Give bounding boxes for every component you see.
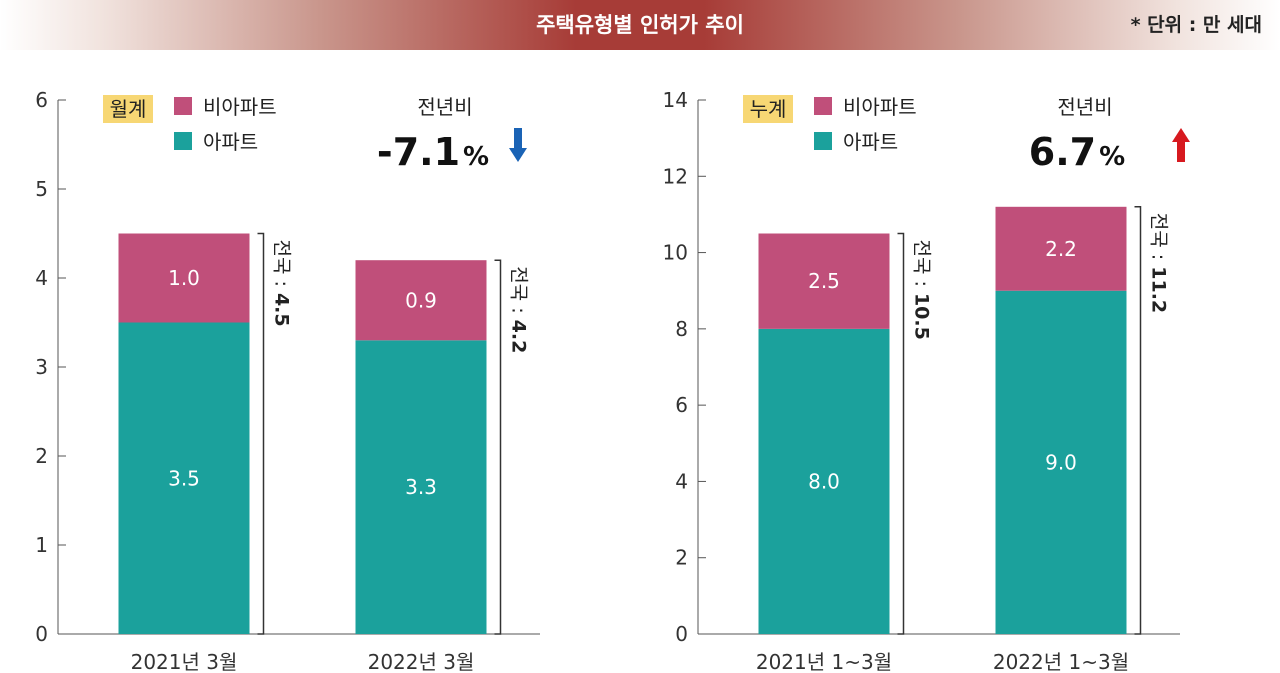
total-label: 전국 : 4.2 [508,266,530,353]
period-tag-background [743,95,793,123]
legend-swatch-non-apartment [174,97,192,115]
total-bracket [494,259,502,635]
y-tick-label: 10 [663,241,688,265]
y-tick-label: 12 [663,164,688,188]
legend-swatch-non-apartment [814,97,832,115]
arrow-up-icon [1172,128,1190,162]
yoy-number: -7.1 [377,130,460,174]
total-bracket [1134,206,1142,635]
total-label: 전국 : 4.5 [271,240,293,327]
x-tick-label: 2022년 3월 [368,650,475,673]
bar-value-label: 3.5 [168,466,200,490]
y-tick-label: 1 [35,533,48,557]
total-label-prefix: 전국 : [508,266,530,319]
yoy-unit: % [1099,142,1125,172]
bar-value-label: 3.3 [405,475,437,499]
total-label-value: 10.5 [911,293,933,340]
legend-swatch-apartment [814,132,832,150]
x-tick-label: 2021년 1~3월 [756,650,892,673]
yoy-value: 6.7% [1029,130,1125,174]
x-tick-label: 2022년 1~3월 [993,650,1129,673]
bar-value-label: 0.9 [405,288,437,312]
bar-value-label: 9.0 [1045,450,1077,474]
period-tag-background [103,95,153,123]
legend-label-non-apartment: 비아파트 [843,95,917,119]
chart-monthly: 0 1 2 3 4 5 6 3.5 1.0 전국 : 4.5 2021년 3월 3.3 0.9 전국 : … [35,88,540,673]
total-label-value: 4.5 [271,293,293,327]
bar-non-apartment [995,206,1127,291]
x-tick-label: 2021년 3월 [131,650,238,673]
period-tag: 월계 [110,97,147,121]
period-tag: 누계 [750,97,787,121]
bar-non-apartment [118,233,250,323]
total-label-value: 4.2 [508,320,530,354]
yoy-value: -7.1% [377,130,489,174]
legend-label-apartment: 아파트 [843,130,898,154]
y-tick-label: 0 [35,622,48,646]
bar-non-apartment [355,260,487,341]
bar-value-label: 2.2 [1045,237,1077,261]
bar-apartment [355,340,487,634]
chart-cumulative: 0 2 4 6 8 10 12 14 8.0 2.5 전국 : 10.5 2021년 1~3월 9.0 2… [663,88,1190,673]
legend-label-apartment: 아파트 [203,130,258,154]
bar-value-label: 1.0 [168,266,200,290]
total-bracket [897,232,905,635]
unit-note: * 단위 : 만 세대 [1130,14,1262,36]
y-tick-label: 5 [35,177,48,201]
yoy-label: 전년비 [1057,95,1112,119]
y-tick-label: 0 [675,622,688,646]
total-label: 전국 : 10.5 [911,240,933,340]
bar-non-apartment [758,233,890,329]
bar-apartment [118,322,250,634]
bar-apartment [995,290,1127,634]
chart-title: 주택유형별 인허가 추이 [536,13,744,37]
y-tick-label: 6 [35,88,48,112]
arrow-down-icon [509,128,527,162]
y-tick-label: 3 [35,355,48,379]
title-banner [0,0,1280,50]
y-tick-label: 8 [675,317,688,341]
y-tick-label: 4 [675,469,688,493]
total-label-prefix: 전국 : [911,240,933,293]
y-tick-label: 2 [35,444,48,468]
y-tick-label: 2 [675,546,688,570]
yoy-label: 전년비 [417,95,472,119]
yoy-unit: % [463,142,489,172]
total-label: 전국 : 11.2 [1148,213,1170,313]
yoy-number: 6.7 [1029,130,1096,174]
legend-label-non-apartment: 비아파트 [203,95,277,119]
y-tick-label: 6 [675,393,688,417]
bar-apartment [758,328,890,634]
total-label-value: 11.2 [1148,266,1170,313]
total-label-prefix: 전국 : [271,240,293,293]
bar-value-label: 8.0 [808,469,840,493]
y-tick-label: 4 [35,266,48,290]
total-bracket [257,232,265,635]
y-tick-label: 14 [663,88,688,112]
legend-swatch-apartment [174,132,192,150]
total-label-prefix: 전국 : [1148,213,1170,266]
bar-value-label: 2.5 [808,269,840,293]
